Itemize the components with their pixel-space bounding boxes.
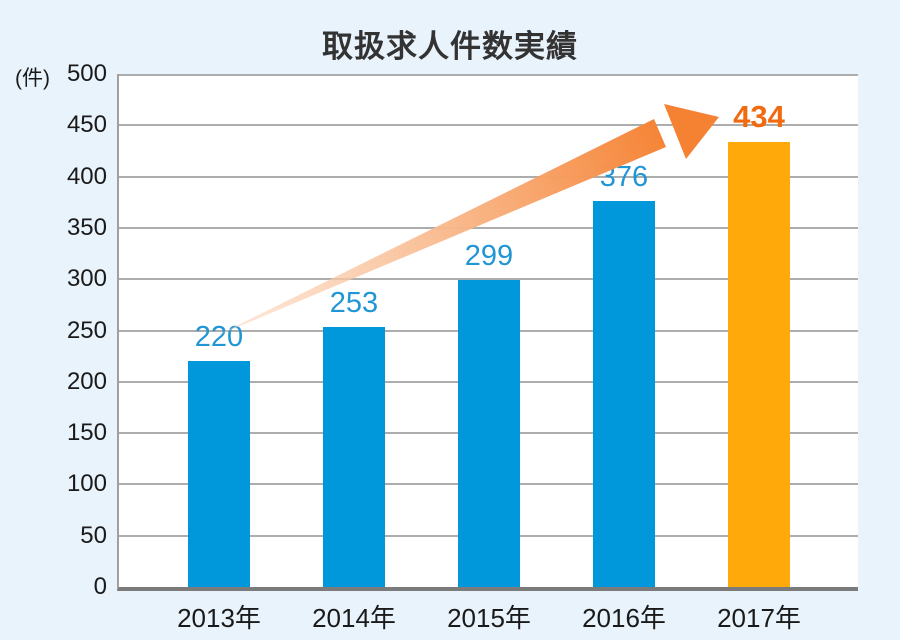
bar-value-label-2017年: 434 [733,98,785,134]
x-tick-label-2017年: 2017年 [717,603,801,633]
y-tick-label-500: 500 [66,60,107,87]
gridline-500 [119,74,858,76]
bar-2014年 [323,327,385,587]
y-tick-label-300: 300 [66,265,107,293]
chart-title: 取扱求人件数実績 [322,29,578,64]
y-tick-label-200: 200 [66,367,107,395]
bar-value-label-2016年: 376 [599,161,649,194]
y-tick-label-250: 250 [66,316,107,344]
y-tick-label-350: 350 [66,213,107,241]
bar-2017年 [728,141,790,587]
y-tick-label-50: 50 [80,521,107,549]
bar-value-label-2015年: 299 [464,240,514,273]
x-tick-label-2016年: 2016年 [582,603,666,633]
y-axis-unit-label: (件) [15,67,50,90]
y-tick-label-100: 100 [66,470,107,498]
bar-value-label-2013年: 220 [194,321,244,354]
y-tick-label-150: 150 [66,419,107,447]
y-tick-label-450: 450 [66,111,107,139]
y-tick-label-0: 0 [93,573,107,600]
bar-value-label-2014年: 253 [329,287,379,320]
x-tick-label-2014年: 2014年 [312,603,396,633]
plot-area: 220 253 299 376 434 [117,74,858,591]
bar-2013年 [188,361,250,587]
bar-2016年 [593,201,655,587]
x-tick-label-2015年: 2015年 [447,603,531,633]
bar-2015年 [458,280,520,587]
x-tick-label-2013年: 2013年 [177,603,261,633]
y-tick-label-400: 400 [66,162,107,190]
